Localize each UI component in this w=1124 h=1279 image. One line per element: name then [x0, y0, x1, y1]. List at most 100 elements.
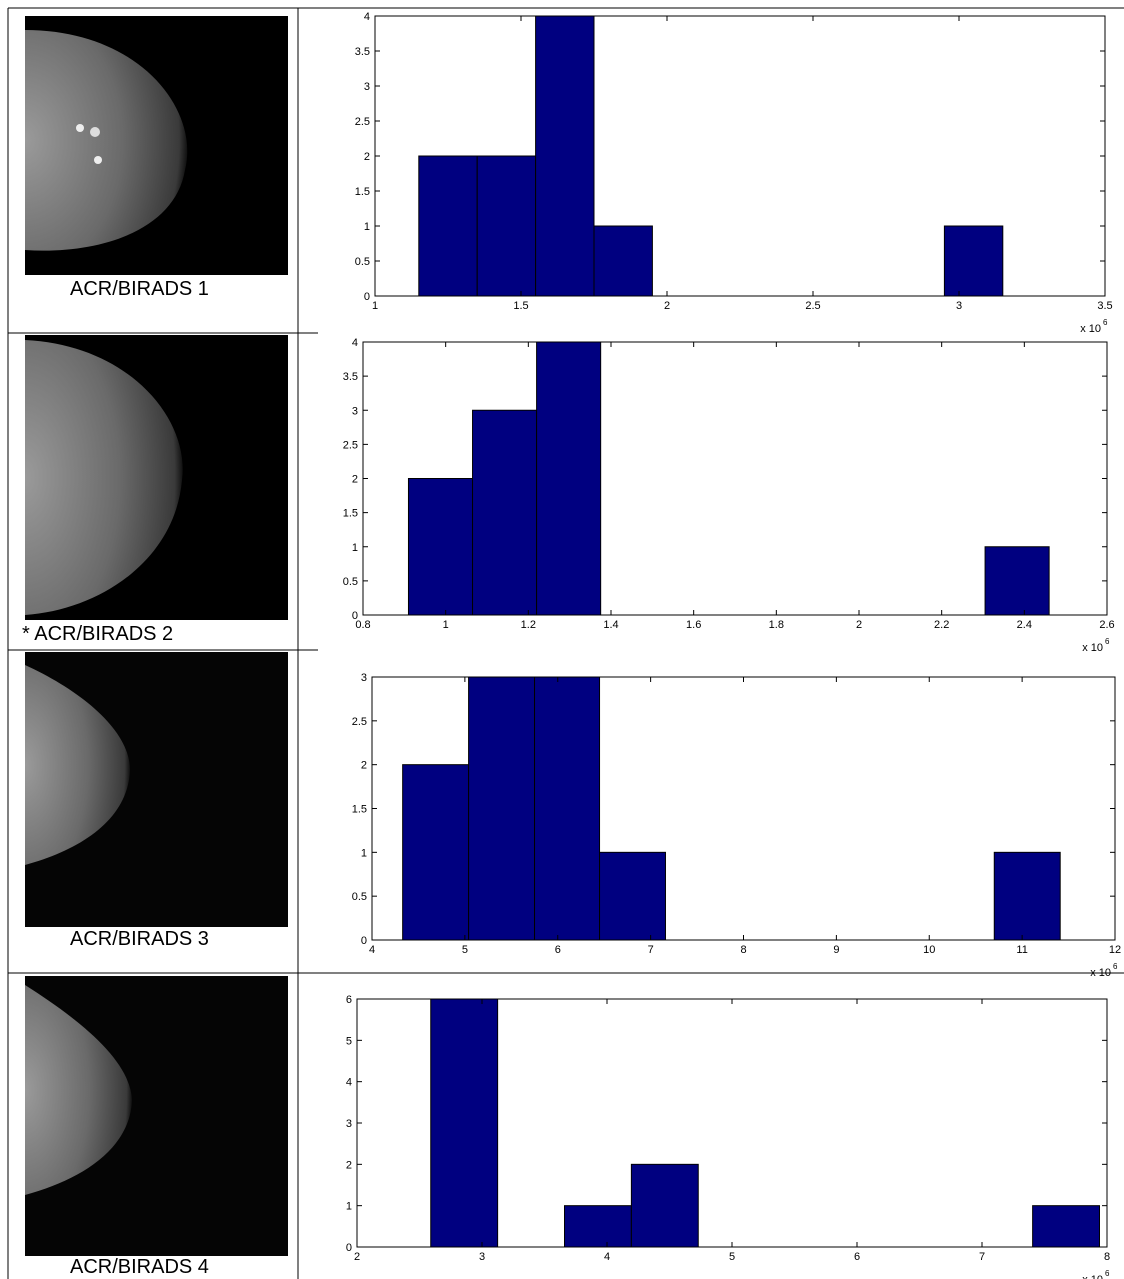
x-tick-label: 2 — [354, 1251, 360, 1263]
bar — [535, 15, 595, 297]
y-tick-label: 4 — [346, 1077, 352, 1089]
x-scale-label: x 10 — [1082, 1274, 1103, 1279]
mammogram-4 — [25, 976, 288, 1256]
x-tick-label: 5 — [462, 944, 468, 956]
x-tick-label: 3.5 — [1097, 300, 1112, 312]
x-scale-label: x 10 — [1080, 323, 1101, 335]
y-tick-label: 4 — [364, 11, 370, 23]
x-tick-label: 0.8 — [355, 619, 370, 631]
x-tick-label: 2 — [856, 619, 862, 631]
x-tick-label: 4 — [369, 944, 375, 956]
x-tick-label: 5 — [729, 1251, 735, 1263]
y-tick-label: 2 — [364, 151, 370, 163]
y-tick-label: 3.5 — [355, 46, 370, 58]
x-tick-label: 8 — [1104, 1251, 1110, 1263]
y-tick-label: 3 — [361, 672, 367, 684]
x-tick-label: 10 — [923, 944, 935, 956]
x-tick-label: 1.4 — [603, 619, 618, 631]
row-caption: ACR/BIRADS 3 — [70, 928, 209, 950]
mammogram-1 — [25, 16, 288, 275]
y-tick-label: 0.5 — [343, 576, 358, 588]
x-tick-label: 9 — [833, 944, 839, 956]
y-tick-label: 0 — [364, 291, 370, 303]
bar — [402, 764, 470, 941]
y-tick-label: 1 — [346, 1201, 352, 1213]
y-tick-label: 0 — [361, 935, 367, 947]
x-tick-label: 1 — [372, 300, 378, 312]
x-scale-exponent: 6 — [1105, 1269, 1110, 1278]
y-tick-label: 0 — [352, 610, 358, 622]
x-tick-label: 3 — [479, 1251, 485, 1263]
bar — [630, 1163, 699, 1248]
row-caption: ACR/BIRADS 1 — [70, 278, 209, 300]
y-tick-label: 0.5 — [355, 256, 370, 268]
y-tick-label: 2.5 — [355, 116, 370, 128]
bar — [472, 409, 538, 616]
bar — [536, 341, 602, 616]
y-tick-label: 3 — [352, 405, 358, 417]
x-tick-label: 6 — [854, 1251, 860, 1263]
x-tick-label: 2.5 — [805, 300, 820, 312]
y-tick-label: 3 — [364, 81, 370, 93]
x-tick-label: 7 — [979, 1251, 985, 1263]
x-tick-label: 2.2 — [934, 619, 949, 631]
mammogram-2 — [25, 335, 288, 620]
bar — [418, 155, 478, 297]
bar — [564, 1205, 632, 1248]
x-scale-exponent: 6 — [1105, 637, 1110, 646]
y-tick-label: 1 — [361, 847, 367, 859]
bar — [593, 225, 653, 297]
y-tick-label: 3.5 — [343, 371, 358, 383]
x-tick-label: 1.6 — [686, 619, 701, 631]
bar — [534, 676, 601, 941]
x-tick-label: 2 — [664, 300, 670, 312]
y-tick-label: 1.5 — [352, 804, 367, 816]
y-tick-label: 1 — [352, 542, 358, 554]
y-tick-label: 0.5 — [352, 891, 367, 903]
y-tick-label: 2.5 — [352, 716, 367, 728]
bar — [984, 546, 1050, 616]
x-tick-label: 3 — [956, 300, 962, 312]
mammogram-3 — [25, 652, 288, 927]
x-tick-label: 2.4 — [1017, 619, 1032, 631]
y-tick-label: 2.5 — [343, 439, 358, 451]
y-tick-label: 1.5 — [355, 186, 370, 198]
y-tick-label: 6 — [346, 994, 352, 1006]
x-tick-label: 1.8 — [769, 619, 784, 631]
bar — [1032, 1205, 1100, 1248]
y-tick-label: 2 — [346, 1159, 352, 1171]
y-tick-label: 5 — [346, 1035, 352, 1047]
x-scale-label: x 10 — [1090, 967, 1111, 979]
bar — [468, 676, 536, 941]
x-tick-label: 4 — [604, 1251, 610, 1263]
table-lines — [7, 7, 1124, 1279]
x-tick-label: 1.5 — [513, 300, 528, 312]
bar — [476, 155, 537, 297]
x-tick-label: 2.6 — [1099, 619, 1114, 631]
bar — [599, 851, 666, 941]
x-tick-label: 11 — [1016, 944, 1027, 956]
y-tick-label: 2 — [352, 474, 358, 486]
bar — [407, 478, 474, 616]
bar — [430, 998, 499, 1248]
x-tick-label: 7 — [648, 944, 654, 956]
y-tick-label: 0 — [346, 1242, 352, 1254]
y-tick-label: 3 — [346, 1118, 352, 1130]
bar — [993, 851, 1061, 941]
x-scale-exponent: 6 — [1113, 962, 1118, 971]
x-scale-exponent: 6 — [1103, 318, 1108, 327]
bar — [943, 225, 1004, 297]
row-caption: * ACR/BIRADS 2 — [22, 623, 174, 645]
x-tick-label: 6 — [555, 944, 561, 956]
row-caption: ACR/BIRADS 4 — [70, 1256, 209, 1278]
x-tick-label: 1.2 — [521, 619, 536, 631]
x-tick-label: 12 — [1109, 944, 1121, 956]
y-tick-label: 1.5 — [343, 508, 358, 520]
x-scale-label: x 10 — [1082, 642, 1103, 654]
y-tick-label: 1 — [364, 221, 370, 233]
y-tick-label: 4 — [352, 337, 358, 349]
x-tick-label: 8 — [740, 944, 746, 956]
